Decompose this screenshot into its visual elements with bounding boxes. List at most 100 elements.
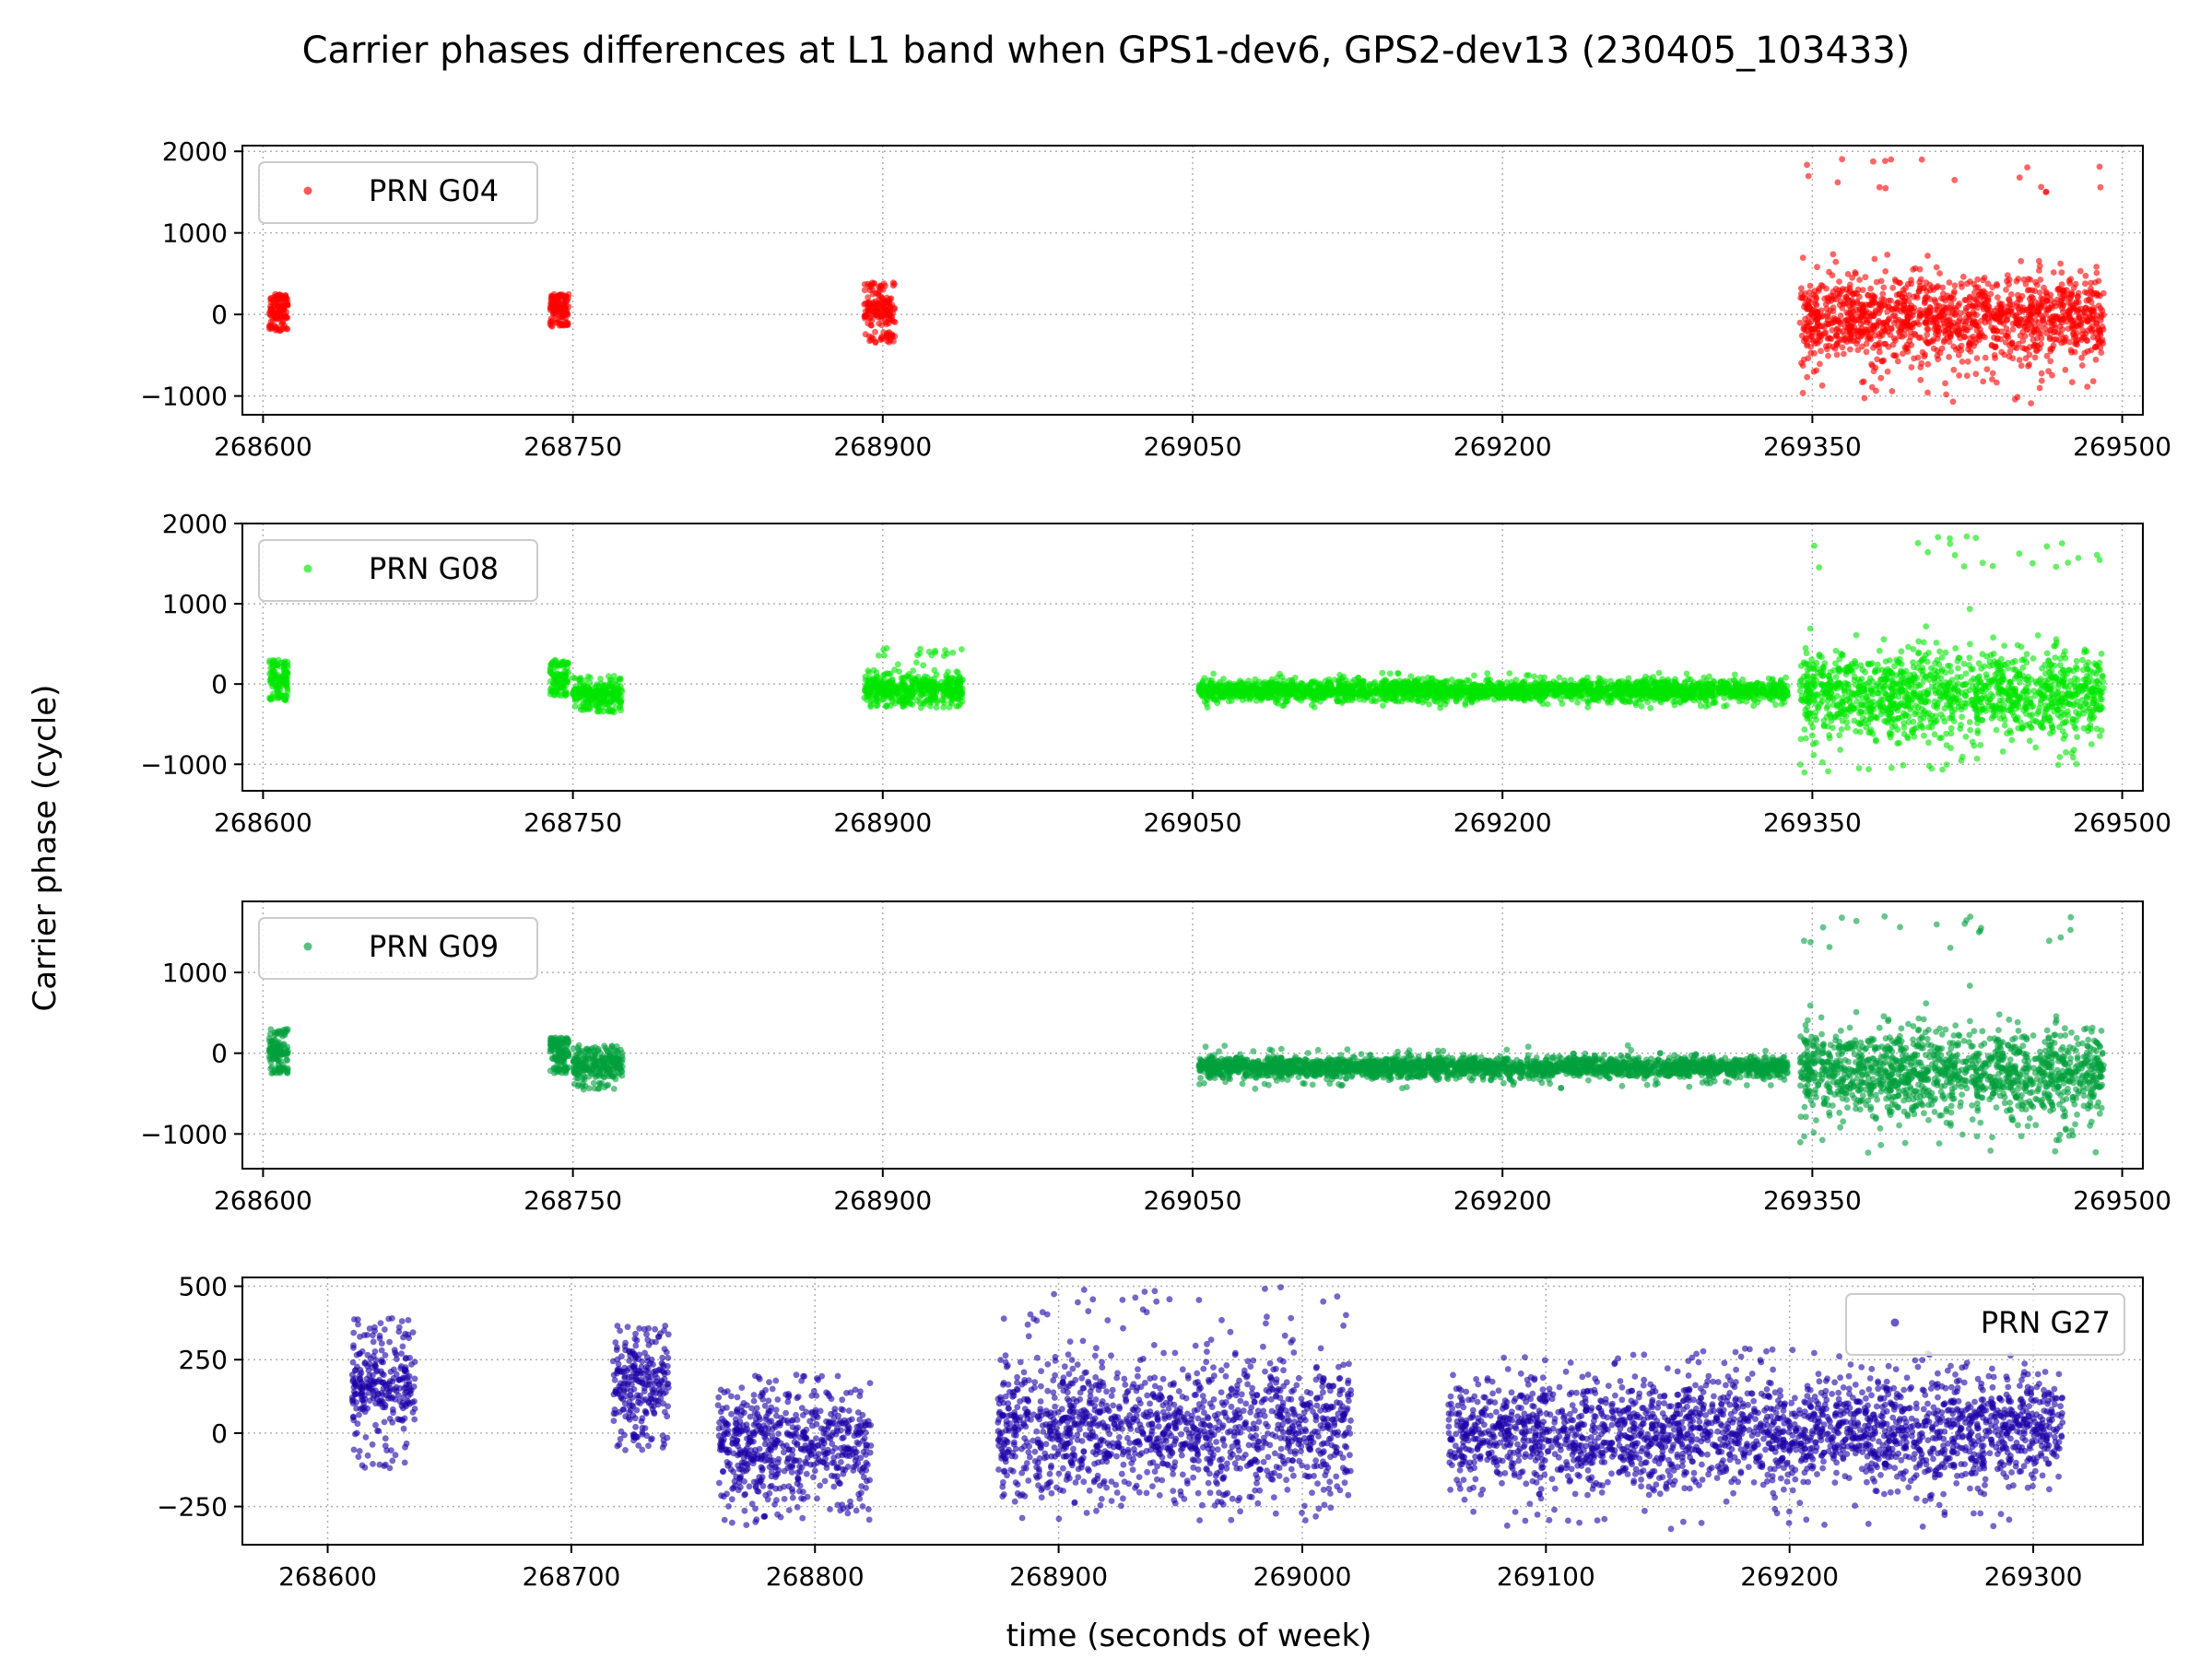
data-point-g04 — [1857, 321, 1865, 327]
data-point-g04 — [2048, 313, 2055, 321]
data-point-g04 — [2001, 351, 2008, 359]
data-point-g04 — [865, 308, 871, 314]
data-point-g04 — [1804, 161, 1810, 169]
data-point-g08 — [612, 704, 619, 712]
data-point-g04 — [2082, 280, 2088, 288]
data-point-g04 — [2002, 332, 2009, 339]
data-point-g04 — [1844, 326, 1851, 334]
data-point-g08 — [927, 686, 935, 693]
data-point-g08 — [1356, 696, 1363, 703]
data-point-g08 — [586, 703, 594, 711]
data-point-g08 — [865, 667, 872, 675]
data-point-g04 — [1876, 183, 1883, 191]
data-point-g04 — [1856, 293, 1863, 300]
data-point-g04 — [1996, 306, 2004, 313]
data-point-g04 — [1860, 310, 1866, 316]
data-point-g04 — [564, 321, 571, 328]
data-point-g08 — [587, 688, 594, 696]
data-point-g04 — [1910, 320, 1917, 327]
data-point-g04 — [1871, 255, 1878, 263]
data-point-g04 — [1835, 292, 1842, 300]
figure-title: Carrier phases differences at L1 band wh… — [302, 29, 1911, 72]
data-point-g08 — [888, 702, 894, 709]
data-point-g08 — [587, 674, 594, 681]
data-point-g04 — [1913, 292, 1920, 300]
data-point-g08 — [883, 644, 890, 652]
data-point-g04 — [2068, 323, 2076, 329]
data-point-g04 — [1963, 372, 1971, 380]
data-point-g08 — [1735, 698, 1743, 705]
data-point-g08 — [913, 697, 921, 704]
data-point-g08 — [917, 645, 924, 653]
data-point-g04 — [1940, 295, 1947, 302]
data-point-g04 — [559, 313, 567, 320]
data-point-g08 — [867, 703, 875, 711]
data-point-g04 — [1824, 310, 1831, 317]
data-point-g04 — [1952, 311, 1959, 318]
data-point-g04 — [1870, 368, 1877, 375]
data-point-g04 — [1982, 354, 1989, 361]
data-point-g04 — [2062, 366, 2069, 373]
data-point-g04 — [1872, 342, 1879, 348]
data-point-g04 — [2079, 331, 2087, 337]
data-point-g04 — [2016, 174, 2023, 182]
y-tick-label-g04: 2000 — [162, 136, 228, 167]
data-point-g04 — [278, 313, 286, 320]
data-point-g04 — [1841, 350, 1847, 358]
data-point-g04 — [2083, 297, 2090, 304]
data-point-g04 — [2095, 339, 2102, 347]
data-point-g04 — [883, 294, 890, 301]
data-point-g04 — [890, 305, 898, 312]
data-point-g04 — [2084, 289, 2091, 297]
data-point-g04 — [2009, 355, 2017, 362]
data-point-g08 — [881, 683, 888, 690]
data-point-g04 — [1936, 349, 1944, 357]
x-tick-label-g04: 268900 — [833, 431, 932, 462]
data-point-g04 — [1830, 317, 1837, 324]
data-point-g04 — [2008, 340, 2016, 347]
data-point-g04 — [1838, 336, 1845, 343]
data-point-g08 — [1702, 697, 1710, 704]
data-point-g08 — [949, 649, 957, 656]
data-point-g04 — [2038, 370, 2045, 377]
data-point-g04 — [1832, 258, 1840, 265]
panel-g04: 268600 268750 268900 269050 269200 269350 2695… — [140, 136, 2171, 462]
data-point-g08 — [1653, 685, 1661, 692]
data-point-g04 — [2027, 276, 2034, 283]
data-point-g08 — [1569, 696, 1575, 703]
data-point-g04 — [1910, 266, 1917, 273]
data-point-g04 — [2025, 312, 2032, 319]
data-point-g08 — [271, 672, 278, 679]
data-point-g04 — [1989, 370, 1996, 377]
data-point-g04 — [1863, 301, 1869, 308]
data-point-g04 — [2035, 302, 2042, 310]
data-point-g04 — [2024, 317, 2031, 324]
data-point-g04 — [2046, 334, 2053, 341]
data-point-g08 — [925, 648, 933, 655]
data-point-g04 — [1924, 331, 1931, 338]
data-point-g08 — [896, 668, 902, 675]
data-point-g04 — [1991, 334, 1997, 341]
data-point-g04 — [1814, 264, 1820, 271]
data-point-g04 — [2033, 312, 2040, 318]
data-point-g08 — [1672, 676, 1678, 683]
data-point-g04 — [1907, 334, 1914, 340]
data-point-g04 — [1933, 264, 1940, 271]
data-point-g04 — [1967, 324, 1974, 331]
x-tick-label-g04: 269500 — [2073, 431, 2171, 462]
data-point-g04 — [1924, 389, 1931, 396]
data-point-g04 — [2005, 312, 2012, 319]
data-point-g04 — [1825, 352, 1831, 359]
data-point-g04 — [1881, 340, 1888, 347]
data-point-g04 — [2026, 287, 2033, 293]
data-point-g04 — [1838, 298, 1844, 305]
data-point-g04 — [2015, 276, 2022, 282]
data-point-g08 — [913, 659, 920, 666]
data-point-g04 — [2094, 291, 2101, 299]
data-point-g04 — [2043, 352, 2051, 359]
data-point-g04 — [267, 303, 274, 310]
data-point-g08 — [894, 661, 901, 668]
data-point-g04 — [1798, 285, 1805, 292]
data-point-g04 — [1935, 356, 1942, 363]
data-point-g08 — [945, 675, 952, 681]
